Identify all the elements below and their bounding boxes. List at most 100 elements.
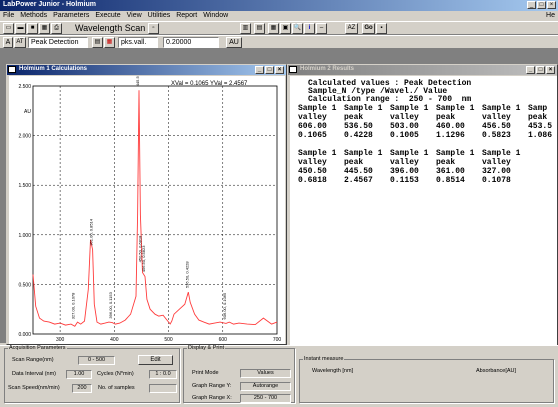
results-block-1: Sample 1 valley 606.00 0.1065 Sample 1 peak 53… bbox=[290, 105, 557, 141]
graph-y-value[interactable]: Autorange bbox=[240, 382, 291, 391]
table-icon[interactable]: ▦ bbox=[268, 23, 279, 34]
menu-item[interactable]: View bbox=[126, 12, 142, 19]
result-type-cell: valley bbox=[482, 158, 511, 167]
close-button[interactable]: × bbox=[275, 66, 284, 74]
window-cascade-icon[interactable]: ▤ bbox=[254, 23, 265, 34]
minimize-button[interactable]: _ bbox=[526, 66, 535, 74]
menu-item[interactable]: Utilities bbox=[147, 12, 171, 19]
x-tick-label: 500 bbox=[164, 337, 173, 343]
maximize-button[interactable]: □ bbox=[265, 66, 274, 74]
results-text-area[interactable]: Calculated values : Peak Detection Sample… bbox=[290, 76, 557, 350]
help-menu[interactable]: He bbox=[546, 12, 555, 19]
menu-item[interactable]: Execute bbox=[95, 12, 121, 19]
scan-speed-label: Scan Speed(nm/min) bbox=[8, 385, 60, 391]
result-name-cell: Sample 1 bbox=[298, 104, 337, 113]
menu-item[interactable]: Parameters bbox=[53, 12, 90, 19]
result-wavel-cell: 536.50 bbox=[344, 122, 373, 131]
stop-icon[interactable]: ▪ bbox=[376, 23, 387, 34]
maximize-button[interactable]: □ bbox=[536, 66, 545, 74]
app-title-bar: LabPower Junior - Holmium bbox=[0, 0, 558, 11]
samples-label: No. of samples bbox=[98, 385, 135, 391]
calc-window-controls: _ □ × bbox=[255, 66, 284, 74]
go-button[interactable]: Go bbox=[362, 23, 375, 34]
close-button[interactable]: × bbox=[546, 66, 555, 74]
acquisition-parameters-group: Acquisition Parameters bbox=[4, 345, 180, 403]
result-type-cell: peak bbox=[344, 113, 364, 122]
result-type-cell: valley bbox=[390, 158, 419, 167]
at-button[interactable]: AT bbox=[14, 37, 26, 48]
result-name-cell: Sample 1 bbox=[436, 149, 475, 158]
window-icon bbox=[8, 66, 16, 73]
x-tick-label: 300 bbox=[56, 337, 65, 343]
result-wavel-cell: 460.00 bbox=[436, 122, 465, 131]
unit-label: AU bbox=[226, 37, 242, 48]
menu-item[interactable]: Report bbox=[176, 12, 198, 19]
scan-mode-label: Wavelength Scan bbox=[75, 23, 146, 33]
x-tick-label: 400 bbox=[110, 337, 119, 343]
absorbance-icon[interactable]: AZ bbox=[345, 23, 358, 34]
type-select[interactable]: pks.vall. bbox=[118, 37, 158, 48]
print-icon[interactable]: ⎙ bbox=[51, 23, 62, 34]
y-unit-label: AU bbox=[24, 109, 31, 115]
result-type-cell: peak bbox=[436, 113, 456, 122]
peak-label: 606.00, 0.1065 bbox=[222, 292, 227, 319]
print-mode-value[interactable]: Values bbox=[240, 369, 291, 378]
result-value-cell: 0.1078 bbox=[482, 176, 511, 185]
mode-select[interactable]: Peak Detection bbox=[28, 37, 88, 48]
display-print-group: Display & Print bbox=[183, 345, 295, 403]
peak-label: 445.50, 2.4567 bbox=[135, 76, 140, 86]
new-file-icon[interactable]: ▭ bbox=[3, 23, 14, 34]
chart-area[interactable]: XVal = 0.1065 YVal = 2.4567 0.000 0.500 1.… bbox=[9, 59, 285, 344]
data-interval-value[interactable]: 1.00 bbox=[66, 370, 92, 379]
maximize-button[interactable]: □ bbox=[537, 1, 546, 9]
results-title: Holmium 2 Results bbox=[300, 66, 355, 72]
calculations-title: Holmium 1 Calculations bbox=[19, 66, 88, 72]
table-icon[interactable]: ▦ bbox=[104, 37, 115, 48]
menu-item[interactable]: File bbox=[3, 12, 15, 19]
scan-options-icon[interactable]: ▫ bbox=[148, 23, 159, 34]
result-name-cell: Sample 1 bbox=[482, 104, 521, 113]
y-tick-label: 0.000 bbox=[18, 332, 31, 338]
result-type-cell: valley bbox=[298, 113, 327, 122]
print-mode-label: Print Mode bbox=[192, 370, 219, 376]
minimize-button[interactable]: _ bbox=[255, 66, 264, 74]
results-window: Holmium 2 Results _ □ × Calculated value… bbox=[287, 64, 558, 361]
display-legend: Display & Print bbox=[188, 345, 225, 351]
menu-item[interactable]: Methods bbox=[20, 12, 48, 19]
peak-label: 450.50, 0.6818 bbox=[138, 235, 143, 262]
zoom-icon[interactable]: 🔍 bbox=[292, 23, 303, 34]
result-name-cell: Sample 1 bbox=[436, 104, 475, 113]
minimize-button[interactable]: _ bbox=[527, 1, 536, 9]
a-button[interactable]: A bbox=[3, 37, 13, 48]
graph-x-label: Graph Range X: bbox=[192, 395, 232, 401]
absorbance-label: Absorbance[AU] bbox=[476, 368, 517, 374]
info-icon[interactable]: i bbox=[304, 23, 315, 34]
result-type-cell: peak bbox=[528, 113, 548, 122]
results-header: Calculated values : Peak Detection Sample… bbox=[308, 80, 471, 104]
threshold-input[interactable]: 0.20000 bbox=[163, 37, 219, 48]
calc-icon[interactable]: ▤ bbox=[92, 37, 103, 48]
edit-button[interactable]: Edit bbox=[138, 355, 173, 365]
scan-range-label: Scan Range(nm) bbox=[12, 357, 54, 363]
samples-value[interactable] bbox=[149, 384, 177, 393]
result-name-cell: Sample 1 bbox=[390, 104, 429, 113]
y-tick-label: 0.500 bbox=[18, 282, 31, 288]
menu-item[interactable]: Window bbox=[203, 12, 229, 19]
menu-bar: File Methods Parameters Execute View Uti… bbox=[0, 11, 558, 21]
spectrum-chart[interactable]: XVal = 0.1065 YVal = 2.4567 0.000 0.500 1.… bbox=[9, 59, 285, 344]
open-folder-icon[interactable]: ▬ bbox=[15, 23, 26, 34]
window-tile-icon[interactable]: ▥ bbox=[240, 23, 251, 34]
grid-icon[interactable]: ▦ bbox=[39, 23, 50, 34]
results-line: Calculated values : Peak Detection bbox=[308, 79, 472, 88]
app-title: LabPower Junior - Holmium bbox=[3, 1, 96, 8]
scan-speed-value[interactable]: 200 bbox=[72, 384, 92, 393]
save-icon[interactable]: ■ bbox=[27, 23, 38, 34]
scan-range-value[interactable]: 0 - 500 bbox=[78, 356, 115, 365]
minus-icon[interactable]: – bbox=[316, 23, 327, 34]
zoom-graph-icon[interactable]: ▣ bbox=[280, 23, 291, 34]
close-button[interactable]: × bbox=[547, 1, 556, 9]
result-value-cell: 0.4228 bbox=[344, 131, 373, 140]
cycles-value[interactable]: 1 : 0.0 bbox=[149, 370, 177, 379]
y-tick-label: 1.500 bbox=[18, 183, 31, 189]
graph-x-value[interactable]: 250 - 700 bbox=[240, 394, 291, 403]
